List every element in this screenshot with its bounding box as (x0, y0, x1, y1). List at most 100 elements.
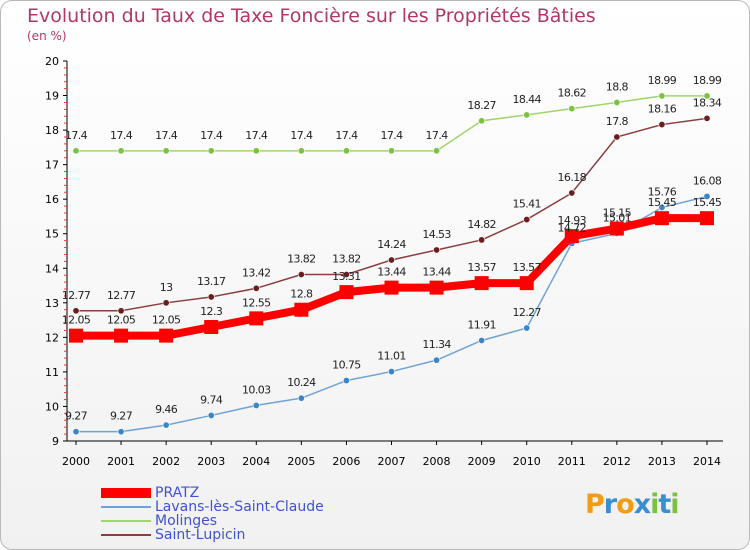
data-point (207, 147, 215, 155)
data-point (429, 280, 444, 295)
data-label: 9.74 (200, 393, 223, 406)
data-point (162, 421, 170, 429)
data-point (339, 285, 354, 300)
x-tick-label: 2007 (378, 455, 406, 468)
data-point (700, 211, 714, 226)
data-label: 17.4 (380, 129, 403, 142)
data-label: 12.05 (107, 314, 136, 327)
data-point (117, 307, 125, 315)
data-label: 11.91 (467, 318, 496, 331)
data-point (117, 147, 125, 155)
data-point (658, 203, 666, 211)
x-tick-label: 2005 (287, 455, 315, 468)
y-tick-label: 18 (45, 124, 59, 137)
data-point (252, 284, 260, 292)
data-point (297, 147, 305, 155)
data-label: 11.01 (377, 350, 406, 363)
logo-letter: P (585, 489, 605, 520)
data-label: 10.24 (287, 376, 316, 389)
y-tick-label: 11 (45, 366, 59, 379)
data-point (658, 121, 666, 129)
data-point (703, 92, 711, 100)
data-label: 15.76 (648, 185, 677, 198)
data-label: 9.27 (110, 410, 133, 423)
data-point (297, 270, 305, 278)
data-point (703, 114, 711, 122)
data-label: 13.82 (287, 252, 316, 265)
x-tick-label: 2011 (558, 455, 586, 468)
logo-letter: r (603, 489, 617, 520)
y-tick-label: 16 (45, 193, 59, 206)
data-point (342, 270, 350, 278)
y-tick-label: 12 (45, 331, 59, 344)
data-point (162, 147, 170, 155)
data-point (342, 377, 350, 385)
data-label: 18.16 (648, 103, 677, 116)
data-point (568, 189, 576, 197)
data-point (252, 401, 260, 409)
y-tick-label: 17 (45, 159, 59, 172)
data-point (478, 236, 486, 244)
x-tick-label: 2003 (197, 455, 225, 468)
data-point (69, 328, 83, 343)
legend-item-molinges: Molinges (101, 514, 324, 528)
x-tick-label: 2009 (468, 455, 496, 468)
data-point (658, 92, 666, 100)
data-label: 13.57 (467, 261, 496, 274)
data-label: 18.99 (693, 74, 722, 87)
data-point (342, 147, 350, 155)
data-label: 14.93 (558, 214, 587, 227)
data-point (72, 147, 80, 155)
data-label: 12.77 (62, 289, 91, 302)
data-label: 17.4 (335, 129, 358, 142)
data-label: 17.4 (426, 129, 449, 142)
data-label: 13.42 (242, 266, 271, 279)
data-point (523, 324, 531, 332)
x-tick-label: 2002 (152, 455, 180, 468)
data-label: 16.18 (558, 171, 587, 184)
logo-letter: t (658, 489, 671, 520)
data-label: 15.01 (603, 211, 632, 224)
data-label: 13.17 (197, 275, 226, 288)
data-label: 12.77 (107, 289, 136, 302)
data-point (474, 276, 489, 291)
data-point (654, 211, 669, 226)
data-label: 12.05 (152, 314, 181, 327)
data-label: 11.34 (422, 338, 451, 351)
data-point (159, 328, 174, 343)
data-point (478, 117, 486, 125)
data-label: 14.24 (377, 238, 406, 251)
x-tick-label: 2012 (603, 455, 631, 468)
y-tick-label: 15 (45, 228, 59, 241)
data-point (703, 192, 711, 200)
data-label: 13.57 (512, 261, 541, 274)
data-point (252, 147, 260, 155)
data-point (207, 411, 215, 419)
logo-letter: o (616, 489, 635, 520)
data-label: 12.27 (512, 306, 541, 319)
data-label: 14.82 (467, 218, 496, 231)
data-label: 12.55 (242, 296, 271, 309)
data-point (162, 299, 170, 307)
data-label: 9.27 (65, 410, 88, 423)
proxiti-logo: Proxiti (585, 489, 680, 520)
data-point (294, 302, 309, 317)
y-tick-label: 9 (52, 435, 59, 448)
x-tick-label: 2006 (332, 455, 360, 468)
legend-label-molinges: Molinges (155, 513, 218, 529)
data-point (568, 105, 576, 113)
data-label: 17.4 (290, 129, 313, 142)
legend-swatch-saint-lupicin (101, 534, 151, 536)
data-point (609, 221, 624, 236)
data-point (207, 293, 215, 301)
chart-title: Evolution du Taux de Taxe Foncière sur l… (27, 5, 596, 27)
data-point (523, 111, 531, 119)
legend-swatch-molinges (101, 520, 151, 522)
data-label: 17.4 (110, 129, 133, 142)
x-tick-label: 2001 (107, 455, 135, 468)
data-label: 18.8 (606, 80, 629, 93)
data-point (613, 98, 621, 106)
y-tick-label: 19 (45, 90, 59, 103)
data-point (72, 428, 80, 436)
